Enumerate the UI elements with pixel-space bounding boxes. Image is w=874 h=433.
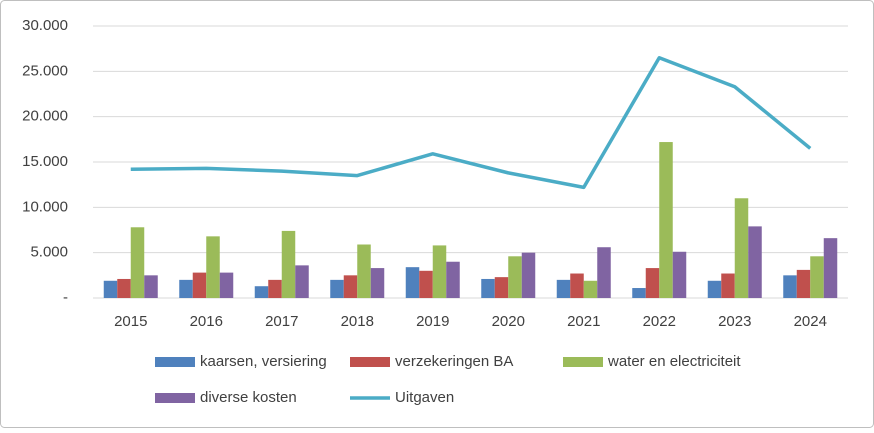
bar: [192, 272, 207, 298]
bar: [144, 275, 158, 298]
bar: [672, 251, 687, 298]
y-tick-label: 30.000: [22, 17, 68, 34]
legend-label: diverse kosten: [200, 389, 297, 406]
legend-swatch: [563, 357, 603, 367]
legend-swatch: [155, 357, 195, 367]
bar: [748, 226, 762, 298]
bar: [556, 279, 571, 298]
bar: [494, 277, 509, 298]
y-tick-label: 20.000: [22, 108, 68, 125]
bar: [432, 245, 447, 298]
x-tick-label: 2024: [794, 313, 827, 330]
bar: [219, 272, 234, 298]
bar: [707, 280, 722, 298]
x-tick-label: 2018: [341, 313, 374, 330]
legend-label: water en electriciteit: [607, 353, 741, 370]
y-tick-label: 5.000: [30, 244, 68, 261]
x-tick-label: 2021: [567, 313, 600, 330]
bar: [583, 280, 598, 298]
bar: [796, 269, 811, 298]
bar: [659, 142, 673, 298]
line: [130, 55, 812, 190]
bar: [206, 236, 220, 298]
bar: [117, 278, 131, 298]
x-tick-label: 2016: [190, 313, 223, 330]
x-tick-label: 2023: [718, 313, 751, 330]
bar: [810, 256, 824, 298]
x-tick-label: 2015: [114, 313, 147, 330]
x-tick-label: 2022: [643, 313, 676, 330]
bar: [734, 198, 749, 298]
y-tick-label: 10.000: [22, 198, 68, 215]
bar: [330, 279, 344, 298]
bar: [570, 273, 584, 298]
bar: [419, 270, 433, 298]
legend-swatch: [350, 357, 390, 367]
legend-label: verzekeringen BA: [395, 353, 513, 370]
bar: [521, 252, 536, 298]
legend-label: kaarsen, versiering: [200, 353, 327, 370]
bar: [254, 286, 269, 298]
bar: [783, 275, 797, 298]
bar: [343, 275, 358, 298]
bar: [632, 288, 646, 298]
y-tick-label: -: [63, 289, 68, 306]
y-tick-label: 25.000: [22, 62, 68, 79]
x-tick-label: 2017: [265, 313, 298, 330]
bar: [508, 256, 522, 298]
bar: [281, 230, 296, 298]
bar: [103, 280, 118, 298]
bar: [357, 244, 371, 298]
bar: [295, 265, 309, 298]
legend-swatch: [155, 393, 195, 403]
y-tick-label: 15.000: [22, 153, 68, 170]
bar: [823, 238, 838, 298]
bar: [179, 279, 193, 298]
bar: [597, 247, 611, 298]
bar: [130, 227, 145, 298]
bar: [721, 273, 735, 298]
x-tick-label: 2019: [416, 313, 449, 330]
bar: [645, 268, 660, 298]
bar: [268, 279, 282, 298]
x-tick-label: 2020: [492, 313, 525, 330]
legend-label: Uitgaven: [395, 389, 454, 406]
bar: [370, 268, 385, 298]
bar: [481, 278, 495, 298]
bar: [446, 261, 460, 298]
bar: [405, 267, 420, 298]
